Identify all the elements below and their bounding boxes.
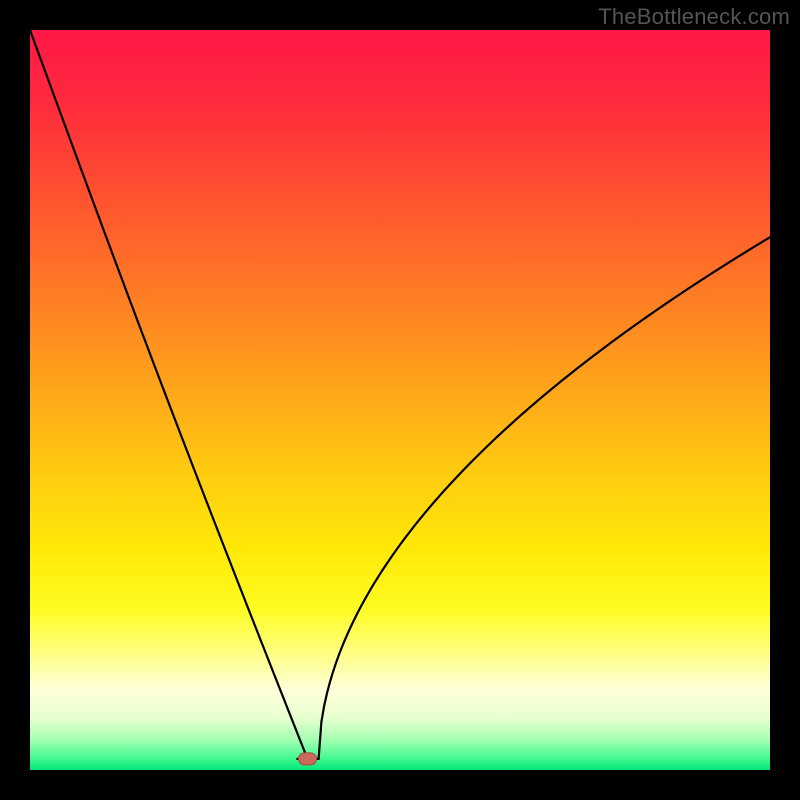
min-marker: [299, 753, 317, 765]
curve-layer: [0, 0, 800, 800]
watermark-text: TheBottleneck.com: [598, 4, 790, 30]
chart-container: TheBottleneck.com: [0, 0, 800, 800]
bottleneck-curve: [30, 30, 770, 759]
